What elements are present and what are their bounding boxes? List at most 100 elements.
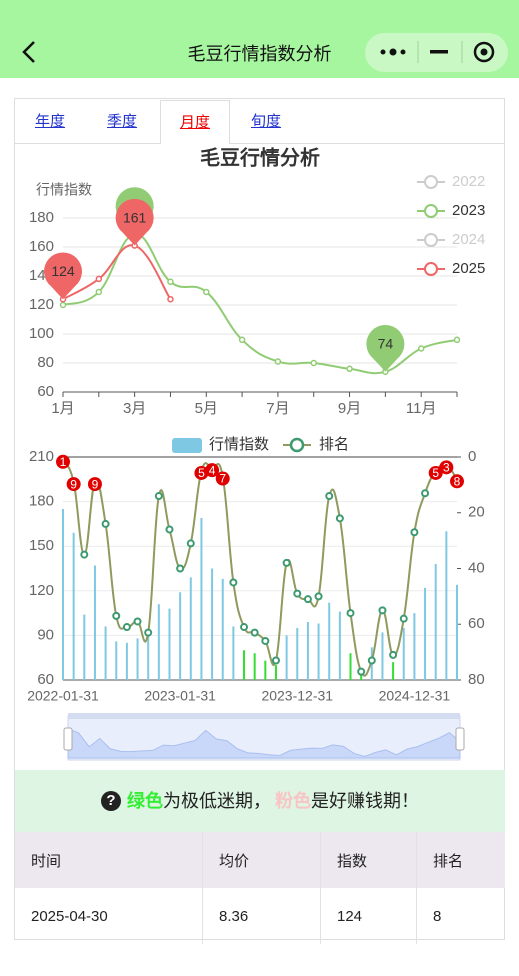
point bbox=[59, 301, 67, 309]
bar bbox=[306, 622, 309, 680]
legend-marker bbox=[424, 262, 438, 276]
tab[interactable]: 季度 bbox=[106, 113, 137, 130]
point bbox=[282, 558, 291, 567]
bar bbox=[402, 627, 405, 680]
bar bbox=[381, 632, 384, 680]
x-tick-label: 1月 bbox=[51, 400, 74, 417]
bar bbox=[147, 635, 150, 680]
rank-label: 5 bbox=[432, 466, 439, 480]
bar bbox=[445, 531, 448, 680]
y-tick-label: 60 bbox=[37, 383, 54, 400]
minimize-button[interactable] bbox=[430, 50, 448, 54]
bar bbox=[83, 614, 86, 680]
y-tick-label: 180 bbox=[29, 209, 54, 226]
point bbox=[274, 358, 282, 365]
point bbox=[335, 514, 344, 523]
point bbox=[421, 489, 430, 498]
legend-marker bbox=[289, 437, 305, 453]
legend-label: 排名 bbox=[319, 436, 349, 453]
mark-pin bbox=[115, 198, 154, 246]
rank-badge bbox=[205, 463, 220, 478]
tab[interactable]: 旬度 bbox=[250, 113, 281, 130]
point bbox=[410, 528, 419, 537]
bar bbox=[434, 564, 437, 680]
column-header: 均价 bbox=[202, 832, 321, 888]
bar bbox=[296, 627, 299, 680]
bar bbox=[93, 565, 96, 680]
point bbox=[250, 628, 259, 637]
nav-icons bbox=[22, 33, 508, 72]
rank-badge bbox=[439, 460, 454, 475]
back-button[interactable] bbox=[22, 41, 35, 63]
notice-text: 为极低迷期， bbox=[163, 791, 271, 811]
point bbox=[367, 656, 376, 665]
page-title: 毛豆行情指数分析 bbox=[187, 44, 332, 64]
more-button[interactable] bbox=[380, 48, 406, 56]
point bbox=[186, 539, 195, 548]
point bbox=[453, 336, 461, 344]
point bbox=[303, 595, 312, 604]
point bbox=[378, 606, 387, 615]
rank-badge bbox=[428, 465, 443, 480]
y-tick-label: 80 bbox=[37, 354, 54, 371]
cell: 8 bbox=[433, 907, 442, 925]
x-tick-label: 2022-01-31 bbox=[27, 688, 99, 704]
legend-label: 行情指数 bbox=[209, 436, 269, 453]
zoom-handle bbox=[63, 727, 73, 751]
tab-divider bbox=[14, 143, 505, 144]
rank-label: 4 bbox=[209, 463, 216, 477]
bar bbox=[104, 626, 107, 680]
point bbox=[314, 592, 323, 601]
chart-title: 毛豆行情分析 bbox=[200, 145, 320, 169]
mark-label: 161 bbox=[123, 209, 147, 225]
rank-label: 8 bbox=[454, 474, 461, 488]
bar bbox=[274, 665, 277, 680]
y-axis-label: 行情指数 bbox=[36, 182, 92, 198]
rank-label: 9 bbox=[70, 477, 77, 491]
mark-pin bbox=[44, 252, 82, 300]
point bbox=[154, 492, 163, 501]
rank-label: 5 bbox=[198, 466, 205, 480]
point bbox=[293, 589, 302, 598]
bar bbox=[456, 584, 458, 680]
point bbox=[271, 656, 280, 665]
point bbox=[167, 278, 174, 286]
rank-badge bbox=[215, 471, 230, 486]
legend-marker bbox=[424, 204, 438, 218]
bar bbox=[349, 653, 352, 680]
point bbox=[325, 492, 334, 501]
bar bbox=[115, 641, 118, 680]
y2-tick-label: 20 bbox=[468, 504, 485, 521]
y-tick-label: 120 bbox=[29, 296, 54, 313]
bar bbox=[253, 653, 256, 680]
help-icon: ? bbox=[101, 791, 121, 811]
bar bbox=[72, 532, 75, 680]
tab[interactable]: 年度 bbox=[34, 113, 65, 130]
x-tick-label: 2023-01-31 bbox=[144, 688, 216, 704]
point bbox=[346, 365, 353, 373]
bar bbox=[338, 611, 341, 680]
tab[interactable]: 月度 bbox=[160, 100, 230, 144]
y-tick-label: 90 bbox=[37, 626, 54, 643]
series-line bbox=[62, 459, 458, 677]
bar bbox=[328, 602, 331, 680]
bar bbox=[136, 638, 139, 680]
table-header: 时间 均价 指数 排名 bbox=[15, 832, 505, 888]
bar bbox=[157, 604, 160, 680]
x-tick-label: 2024-12-31 bbox=[379, 688, 451, 704]
rank-label: 3 bbox=[443, 461, 450, 475]
point bbox=[176, 564, 185, 573]
y-tick-label: 210 bbox=[29, 448, 54, 465]
legend-label: 2025 bbox=[452, 260, 485, 277]
point bbox=[133, 617, 142, 626]
zoom-handle bbox=[455, 727, 465, 751]
rank-badge bbox=[194, 465, 209, 480]
close-button[interactable] bbox=[473, 41, 495, 63]
y-tick-label: 150 bbox=[29, 537, 54, 554]
notice-text: 是好赚钱期！ bbox=[311, 791, 419, 811]
point bbox=[112, 611, 121, 620]
point bbox=[101, 519, 110, 528]
point bbox=[203, 288, 210, 296]
